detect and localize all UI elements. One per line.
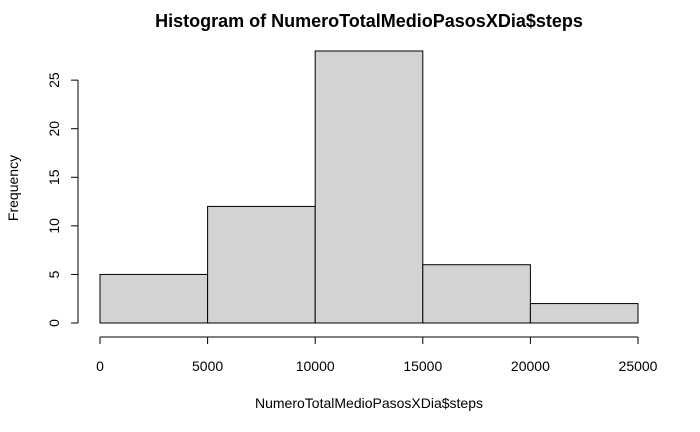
x-tick-label-2: 10000 bbox=[296, 358, 335, 374]
x-tick-label-1: 5000 bbox=[192, 358, 223, 374]
y-tick-label-5: 25 bbox=[46, 72, 62, 88]
x-tick-label-4: 20000 bbox=[511, 358, 550, 374]
chart-title: Histogram of NumeroTotalMedioPasosXDia$s… bbox=[155, 11, 583, 31]
y-axis-label: Frequency bbox=[5, 155, 21, 221]
bars-group bbox=[99, 50, 639, 324]
x-tick-label-3: 15000 bbox=[403, 358, 442, 374]
y-tick-label-0: 0 bbox=[46, 319, 62, 327]
x-tick-label-0: 0 bbox=[96, 358, 104, 374]
x-axis-label: NumeroTotalMedioPasosXDia$steps bbox=[255, 395, 483, 411]
x-axis: 0 5000 10000 15000 20000 25000 bbox=[96, 336, 658, 374]
histogram-bar-1 bbox=[207, 205, 316, 324]
x-tick-label-5: 25000 bbox=[619, 358, 658, 374]
histogram-bar-2 bbox=[314, 50, 424, 324]
y-tick-label-3: 15 bbox=[46, 169, 62, 185]
y-axis: 0 5 10 15 20 25 bbox=[46, 72, 79, 327]
y-tick-label-2: 10 bbox=[46, 218, 62, 234]
histogram-bar-3 bbox=[422, 264, 531, 324]
y-tick-label-1: 5 bbox=[46, 270, 62, 278]
histogram-bar-4 bbox=[529, 303, 639, 324]
y-tick-label-4: 20 bbox=[46, 121, 62, 137]
histogram-bar-0 bbox=[99, 273, 209, 324]
